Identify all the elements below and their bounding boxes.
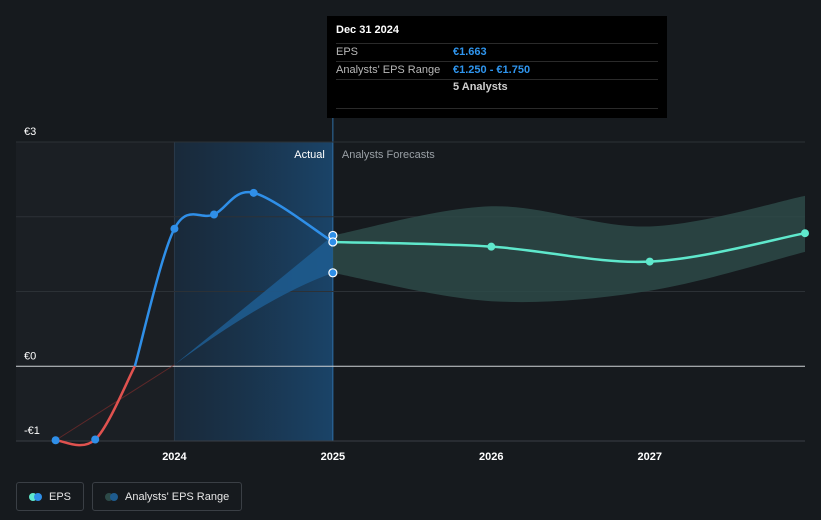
data-tooltip: Dec 31 2024 EPS €1.663 Analysts' EPS Ran… [327, 16, 667, 118]
eps-forecast-point [645, 257, 654, 266]
tooltip-range-label: Analysts' EPS Range [336, 64, 441, 76]
x-tick-label: 2024 [162, 451, 187, 463]
tooltip-analysts-row: 5 Analysts [336, 79, 658, 109]
legend-range-toggle[interactable]: Analysts' EPS Range [92, 482, 243, 511]
x-tick-label: 2026 [479, 451, 503, 463]
legend-eps-toggle[interactable]: EPS [16, 482, 85, 511]
tooltip-eps-label: EPS [336, 46, 359, 58]
trend-line [55, 364, 175, 441]
tooltip-analysts-count: 5 Analysts [453, 81, 508, 93]
eps-forecast-point [487, 242, 496, 251]
tooltip-eps-value: €1.663 [453, 46, 487, 58]
forecast-region-label: Analysts Forecasts [342, 149, 435, 161]
eps-range-forecast [332, 195, 805, 303]
eps-point [249, 188, 258, 197]
eps-forecast-point [801, 229, 809, 238]
y-tick-label: €0 [24, 350, 36, 362]
eps-selected-point [328, 237, 338, 247]
x-tick-label: 2027 [637, 451, 661, 463]
tooltip-range-row: Analysts' EPS Range €1.250 - €1.750 [336, 61, 658, 79]
x-tick-label: 2025 [321, 451, 345, 463]
tooltip-eps-row: EPS €1.663 [336, 43, 658, 61]
eps-point [210, 210, 219, 219]
y-tick-label: -€1 [24, 425, 40, 437]
actual-region-label: Actual [294, 149, 325, 161]
range-legend-icon [105, 492, 119, 501]
eps-point [170, 224, 179, 233]
eps-point [51, 436, 60, 445]
chart-legend: EPS Analysts' EPS Range [16, 482, 243, 511]
eps-forecast-line [332, 231, 806, 264]
legend-range-label: Analysts' EPS Range [125, 490, 230, 503]
tooltip-date: Dec 31 2024 [336, 24, 399, 36]
eps-legend-icon [29, 492, 42, 501]
tooltip-range-value: €1.250 - €1.750 [453, 64, 531, 76]
y-tick-label: €3 [24, 126, 36, 138]
eps-point [91, 435, 100, 444]
legend-eps-label: EPS [49, 490, 72, 503]
range-low-point [328, 268, 338, 278]
